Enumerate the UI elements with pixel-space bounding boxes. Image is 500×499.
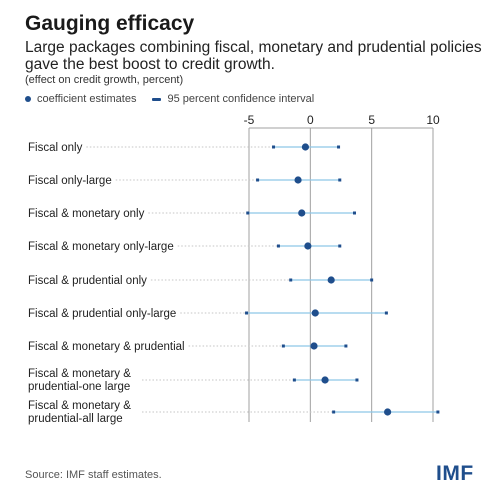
legend-item-estimates: coefficient estimates xyxy=(25,93,136,105)
ci-low-cap xyxy=(332,410,336,414)
coefficient-point xyxy=(310,342,318,350)
ci-high-cap xyxy=(436,410,440,414)
legend-label-interval: 95 percent confidence interval xyxy=(167,93,315,105)
interval-marker-icon xyxy=(152,97,162,101)
ci-low-cap xyxy=(276,244,280,248)
category-label-line: Fiscal & monetary & xyxy=(28,368,131,380)
ci-low-cap xyxy=(246,211,250,215)
ci-low-cap xyxy=(256,178,260,182)
category-label: Fiscal only xyxy=(28,142,83,154)
category-label: Fiscal & monetary & prudential-one large xyxy=(28,368,131,393)
category-label: Fiscal & prudential only-large xyxy=(28,308,176,320)
coefficient-point xyxy=(384,408,392,416)
x-tick-label: 10 xyxy=(426,113,440,127)
category-label: Fiscal & monetary only xyxy=(28,208,145,220)
dot-marker-icon xyxy=(25,96,31,102)
ci-high-cap xyxy=(338,178,342,182)
ci-low-cap xyxy=(245,311,249,315)
ci-high-cap xyxy=(338,244,342,248)
ci-high-cap xyxy=(352,211,356,215)
legend-label-estimates: coefficient estimates xyxy=(37,93,137,105)
coefficient-point xyxy=(294,176,302,184)
ci-high-cap xyxy=(344,344,348,348)
units-note: (effect on credit growth, percent) xyxy=(25,74,184,86)
source-note: Source: IMF staff estimates. xyxy=(25,469,162,481)
category-label: Fiscal & monetary & prudential-all large xyxy=(28,400,131,425)
coefficient-point xyxy=(304,242,312,250)
coefficient-point xyxy=(298,209,306,217)
ci-low-cap xyxy=(281,344,285,348)
category-label: Fiscal only-large xyxy=(28,175,112,187)
category-label: Fiscal & monetary & prudential xyxy=(28,341,185,353)
x-tick-label: 0 xyxy=(307,113,314,127)
coefficient-point xyxy=(321,376,329,384)
chart-title: Gauging efficacy xyxy=(25,12,195,35)
legend-item-interval: 95 percent confidence interval xyxy=(152,93,314,105)
imf-logo: IMF xyxy=(436,462,474,485)
x-tick-label: 5 xyxy=(368,113,375,127)
ci-high-cap xyxy=(337,145,341,149)
ci-high-cap xyxy=(370,278,374,282)
x-tick-label: -5 xyxy=(244,113,255,127)
ci-high-cap xyxy=(355,378,359,382)
coefficient-point xyxy=(327,276,335,284)
ci-low-cap xyxy=(272,145,276,149)
category-label-line: prudential-one large xyxy=(28,381,130,393)
coefficient-point xyxy=(301,143,310,151)
legend: coefficient estimates 95 percent confide… xyxy=(25,93,330,105)
category-label: Fiscal & monetary only-large xyxy=(28,241,174,253)
coefficient-chart: -5 0 5 10 Fiscal only Fiscal only-large Fiscal… xyxy=(28,113,440,425)
ci-high-cap xyxy=(384,311,388,315)
coefficient-point xyxy=(311,309,319,317)
category-label-line: Fiscal & monetary & xyxy=(28,400,131,412)
ci-low-cap xyxy=(289,278,293,282)
category-label: Fiscal & prudential only xyxy=(28,275,147,287)
category-label-line: prudential-all large xyxy=(28,413,123,425)
ci-low-cap xyxy=(292,378,296,382)
chart-subtitle: Large packages combining fiscal, monetar… xyxy=(25,39,482,73)
